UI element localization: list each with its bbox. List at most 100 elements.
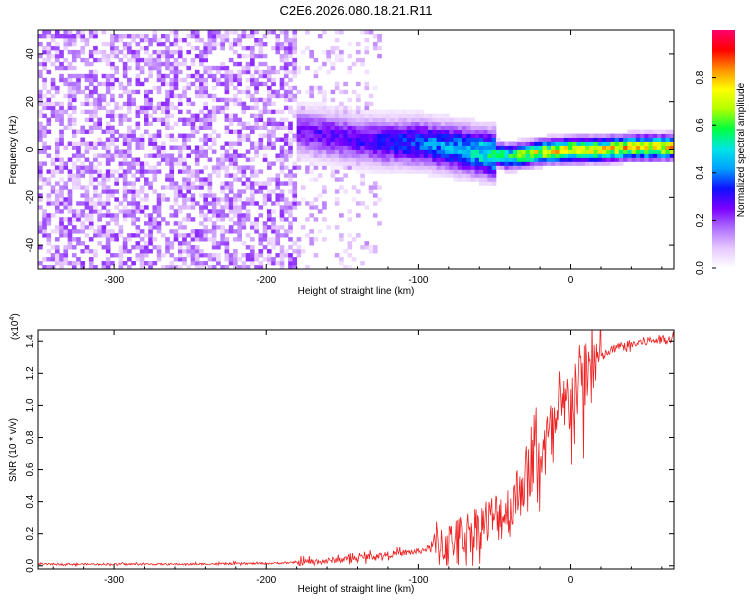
heatmap-cell bbox=[440, 149, 446, 154]
heatmap-cell bbox=[71, 85, 77, 91]
heatmap-cell bbox=[254, 189, 259, 194]
heatmap-cell bbox=[436, 129, 442, 134]
heatmap-cell bbox=[440, 161, 446, 166]
heatmap-cell bbox=[182, 157, 187, 162]
heatmap-cell bbox=[347, 53, 353, 59]
heatmap-cell bbox=[97, 217, 102, 222]
heatmap-cell bbox=[271, 241, 276, 246]
heatmap-cell bbox=[67, 101, 73, 107]
heatmap-cell bbox=[385, 109, 391, 115]
heatmap-cell bbox=[377, 161, 382, 166]
heatmap-cell bbox=[165, 237, 170, 242]
heatmap-cell bbox=[356, 113, 361, 119]
heatmap-cell bbox=[139, 81, 145, 87]
heatmap-cell bbox=[38, 101, 43, 107]
heatmap-cell bbox=[237, 53, 242, 59]
heatmap-cell bbox=[118, 249, 124, 254]
heatmap-cell bbox=[173, 161, 179, 166]
heatmap-cell bbox=[334, 85, 340, 91]
heatmap-cell bbox=[216, 213, 221, 218]
heatmap-cell bbox=[245, 89, 251, 95]
heatmap-cell bbox=[80, 213, 86, 218]
heatmap-cell bbox=[334, 177, 340, 182]
heatmap-cell bbox=[606, 137, 611, 142]
heatmap-cell bbox=[237, 97, 242, 103]
heatmap-cell bbox=[334, 197, 340, 202]
heatmap-cell bbox=[245, 177, 251, 182]
x-tick-label: -200 bbox=[256, 275, 276, 286]
heatmap-cell bbox=[169, 145, 175, 150]
heatmap-cell bbox=[97, 233, 102, 238]
heatmap-cell bbox=[423, 125, 429, 130]
heatmap-cell bbox=[237, 221, 242, 226]
heatmap-cell bbox=[93, 121, 98, 126]
heatmap-cell bbox=[640, 129, 645, 134]
heatmap-cell bbox=[478, 177, 484, 182]
heatmap-cell bbox=[610, 141, 616, 146]
snr-frame bbox=[37, 329, 675, 570]
heatmap-cell bbox=[122, 209, 128, 214]
heatmap-cell bbox=[110, 213, 115, 218]
heatmap-cell bbox=[271, 121, 276, 126]
heatmap-cell bbox=[194, 185, 200, 190]
heatmap-cell bbox=[46, 45, 52, 51]
heatmap-cell bbox=[194, 253, 200, 258]
heatmap-cell bbox=[207, 145, 213, 150]
heatmap-cell bbox=[279, 30, 285, 35]
heatmap-cell bbox=[97, 225, 102, 230]
heatmap-cell bbox=[59, 101, 64, 107]
heatmap-cell bbox=[152, 105, 158, 111]
heatmap-cell bbox=[156, 153, 162, 158]
heatmap-cell bbox=[144, 45, 149, 51]
heatmap-cell bbox=[144, 233, 149, 238]
heatmap-cell bbox=[211, 165, 217, 170]
heatmap-cell bbox=[614, 161, 620, 166]
heatmap-cell bbox=[279, 117, 285, 123]
heatmap-cell bbox=[343, 153, 348, 158]
heatmap-cell bbox=[110, 173, 115, 178]
heatmap-cell bbox=[152, 30, 158, 35]
heatmap-cell bbox=[105, 85, 111, 91]
heatmap-cell bbox=[46, 217, 52, 222]
heatmap-cell bbox=[80, 129, 86, 134]
heatmap-cell bbox=[177, 249, 183, 254]
heatmap-cell bbox=[440, 117, 446, 123]
heatmap-cell bbox=[279, 153, 285, 158]
heatmap-cell bbox=[271, 133, 276, 138]
heatmap-cell bbox=[127, 237, 132, 242]
heatmap-cell bbox=[326, 161, 331, 166]
heatmap-cell bbox=[50, 245, 56, 250]
heatmap-cell bbox=[334, 121, 340, 126]
heatmap-cell bbox=[394, 149, 399, 154]
heatmap-cell bbox=[211, 77, 217, 83]
heatmap-cell bbox=[224, 205, 230, 210]
heatmap-cell bbox=[84, 165, 90, 170]
heatmap-cell bbox=[415, 157, 420, 162]
heatmap-cell bbox=[589, 137, 594, 142]
heatmap-cell bbox=[110, 97, 115, 103]
heatmap-cell bbox=[122, 65, 128, 71]
heatmap-cell bbox=[101, 97, 107, 103]
heatmap-cell bbox=[80, 221, 86, 226]
heatmap-cell bbox=[105, 121, 111, 126]
heatmap-cell bbox=[275, 69, 281, 75]
heatmap-cell bbox=[144, 129, 149, 134]
heatmap-cell bbox=[322, 141, 327, 146]
heatmap-cell bbox=[101, 213, 107, 218]
heatmap-cell bbox=[38, 261, 43, 266]
heatmap-cell bbox=[381, 161, 387, 166]
heatmap-cell bbox=[262, 153, 268, 158]
heatmap-cell bbox=[228, 77, 234, 83]
heatmap-cell bbox=[597, 145, 603, 150]
heatmap-cell bbox=[135, 105, 141, 111]
heatmap-cell bbox=[233, 129, 238, 134]
heatmap-cell bbox=[93, 153, 98, 158]
heatmap-cell bbox=[156, 53, 162, 59]
heatmap-cell bbox=[258, 45, 264, 51]
heatmap-cell bbox=[110, 237, 115, 242]
heatmap-cell bbox=[190, 81, 196, 87]
heatmap-cell bbox=[114, 77, 119, 83]
heatmap-cell bbox=[46, 221, 52, 226]
heatmap-cell bbox=[220, 205, 225, 210]
heatmap-cell bbox=[500, 157, 505, 162]
